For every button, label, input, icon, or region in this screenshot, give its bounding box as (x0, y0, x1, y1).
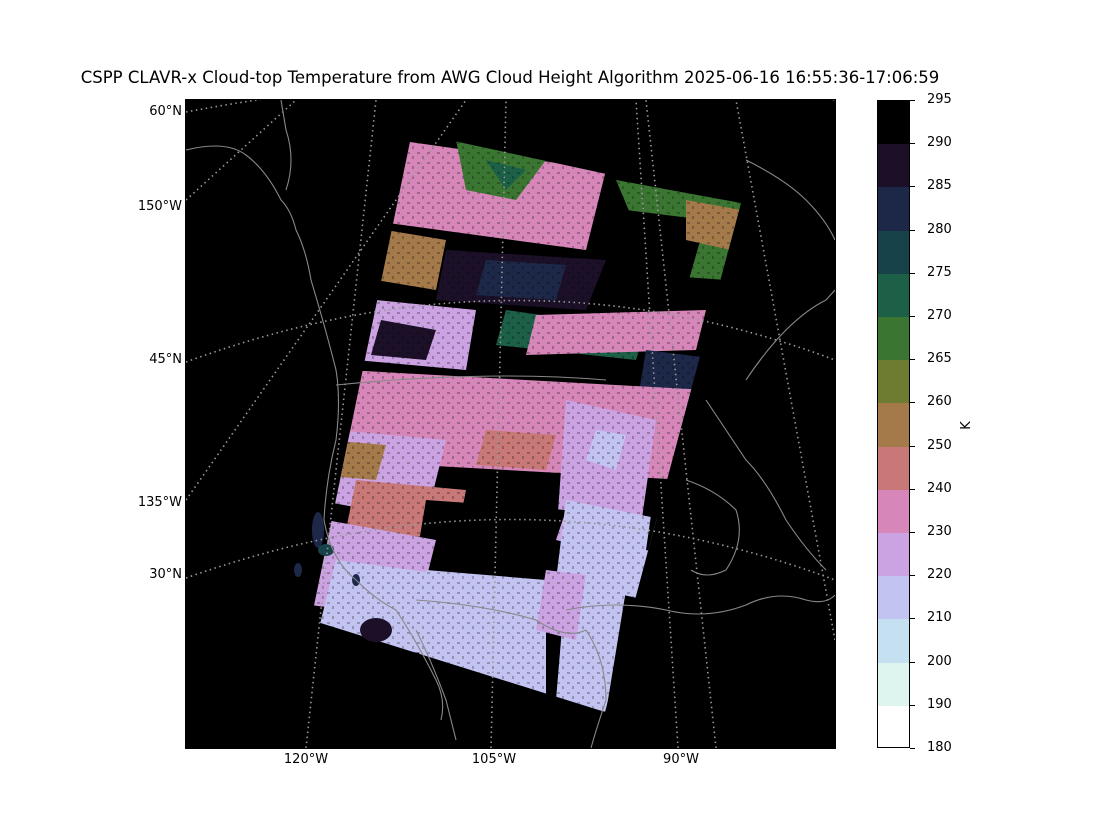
colorbar-tick-label: 285 (927, 178, 952, 194)
colorbar-tick-label: 250 (927, 437, 952, 453)
colorbar-tick-label: 260 (927, 394, 952, 410)
colorbar-bin (878, 619, 909, 664)
colorbar-tick-label: 275 (927, 264, 952, 280)
gulf-coast (565, 594, 835, 615)
colorbar-tick-label: 270 (927, 308, 952, 323)
lon-line-120 (305, 100, 377, 748)
colorbar-bin (878, 576, 909, 620)
lat-line-60 (186, 100, 835, 113)
colorbar-tick-mark (910, 402, 915, 404)
colorbar-tick-mark (910, 748, 915, 749)
colorbar-tick-label: 240 (927, 480, 952, 496)
colorbar-tick-mark (910, 143, 915, 145)
lon-label-135w: 135°W (137, 495, 182, 510)
lon-label-90w: 90°W (663, 752, 699, 767)
map-panel[interactable] (185, 99, 836, 749)
lon-line-105 (490, 100, 507, 748)
great-lakes-outline (685, 479, 740, 576)
chart-title: CSPP CLAVR-x Cloud-top Temperature from … (80, 68, 940, 87)
lon-label-150w: 150°W (137, 199, 182, 214)
colorbar-tick-label: 220 (927, 567, 952, 583)
lat-label-60n: 60°N (149, 104, 182, 119)
colorbar-tick-label: 290 (927, 135, 952, 151)
colorbar-tick-label: 265 (927, 351, 952, 367)
colorbar-tick-mark (910, 445, 915, 447)
colorbar-tick-label: 180 (927, 740, 952, 755)
colorbar-tick-label: 295 (927, 92, 952, 107)
colorbar-bin (878, 533, 909, 577)
colorbar-tick-mark (910, 100, 915, 101)
colorbar-tick-mark (910, 272, 915, 274)
hudson-bay-coast (745, 159, 835, 241)
offshore-cloud (318, 544, 334, 556)
colorbar-tick-mark (910, 229, 915, 231)
lon-line-75 (735, 100, 835, 641)
colorbar-tick-mark (910, 359, 915, 361)
atlantic-coast-north (745, 289, 835, 381)
lat-label-45n: 45°N (149, 352, 182, 367)
us-canada-border (335, 375, 607, 386)
lon-line-80 (645, 100, 717, 748)
colorbar-tick-label: 190 (927, 696, 952, 712)
colorbar-bin (878, 662, 909, 707)
offshore-cloud (294, 563, 302, 577)
lon-line-90 (635, 100, 679, 748)
lon-label-105w: 105°W (471, 752, 517, 767)
baja-peninsula (415, 629, 457, 741)
colorbar-bin (878, 705, 909, 747)
lon-line-150 (186, 100, 297, 201)
lon-label-120w: 120°W (283, 752, 329, 767)
colorbar-tick-mark (910, 186, 915, 188)
offshore-cloud (360, 618, 392, 642)
colorbar-bin (878, 101, 909, 145)
colorbar-bin (878, 489, 909, 534)
colorbar-bin (878, 144, 909, 188)
mexico-gulf-coast (585, 629, 607, 748)
lat-label-30n: 30°N (149, 567, 182, 582)
colorbar (877, 100, 910, 748)
lon-line-135 (186, 100, 467, 501)
offshore-cloud (312, 512, 324, 548)
coastlines (186, 100, 835, 748)
colorbar-tick-label: 280 (927, 221, 952, 237)
colorbar-bin (878, 403, 909, 448)
colorbar-tick-mark (910, 704, 915, 706)
colorbar-tick-label: 210 (927, 610, 952, 626)
alaska-boundary (280, 100, 292, 191)
us-mexico-border (415, 599, 587, 634)
atlantic-coast-south (705, 399, 827, 571)
colorbar-tick-mark (910, 316, 915, 317)
colorbar-tick-mark (910, 575, 915, 577)
colorbar-tick-mark (910, 661, 915, 663)
colorbar-tick-mark (910, 488, 915, 490)
graticule (186, 100, 835, 748)
pacific-coastline (186, 145, 444, 721)
colorbar-unit-label: K (958, 421, 974, 430)
colorbar-bin (878, 360, 909, 404)
colorbar-tick-label: 200 (927, 653, 952, 669)
map-canvas (186, 100, 835, 748)
colorbar-bin (878, 230, 909, 275)
colorbar-bin (878, 273, 909, 318)
colorbar-tick-mark (910, 618, 915, 620)
colorbar-bin (878, 317, 909, 361)
colorbar-bin (878, 187, 909, 232)
colorbar-tick-label: 230 (927, 524, 952, 539)
colorbar-bin (878, 446, 909, 491)
colorbar-tick-mark (910, 532, 915, 533)
